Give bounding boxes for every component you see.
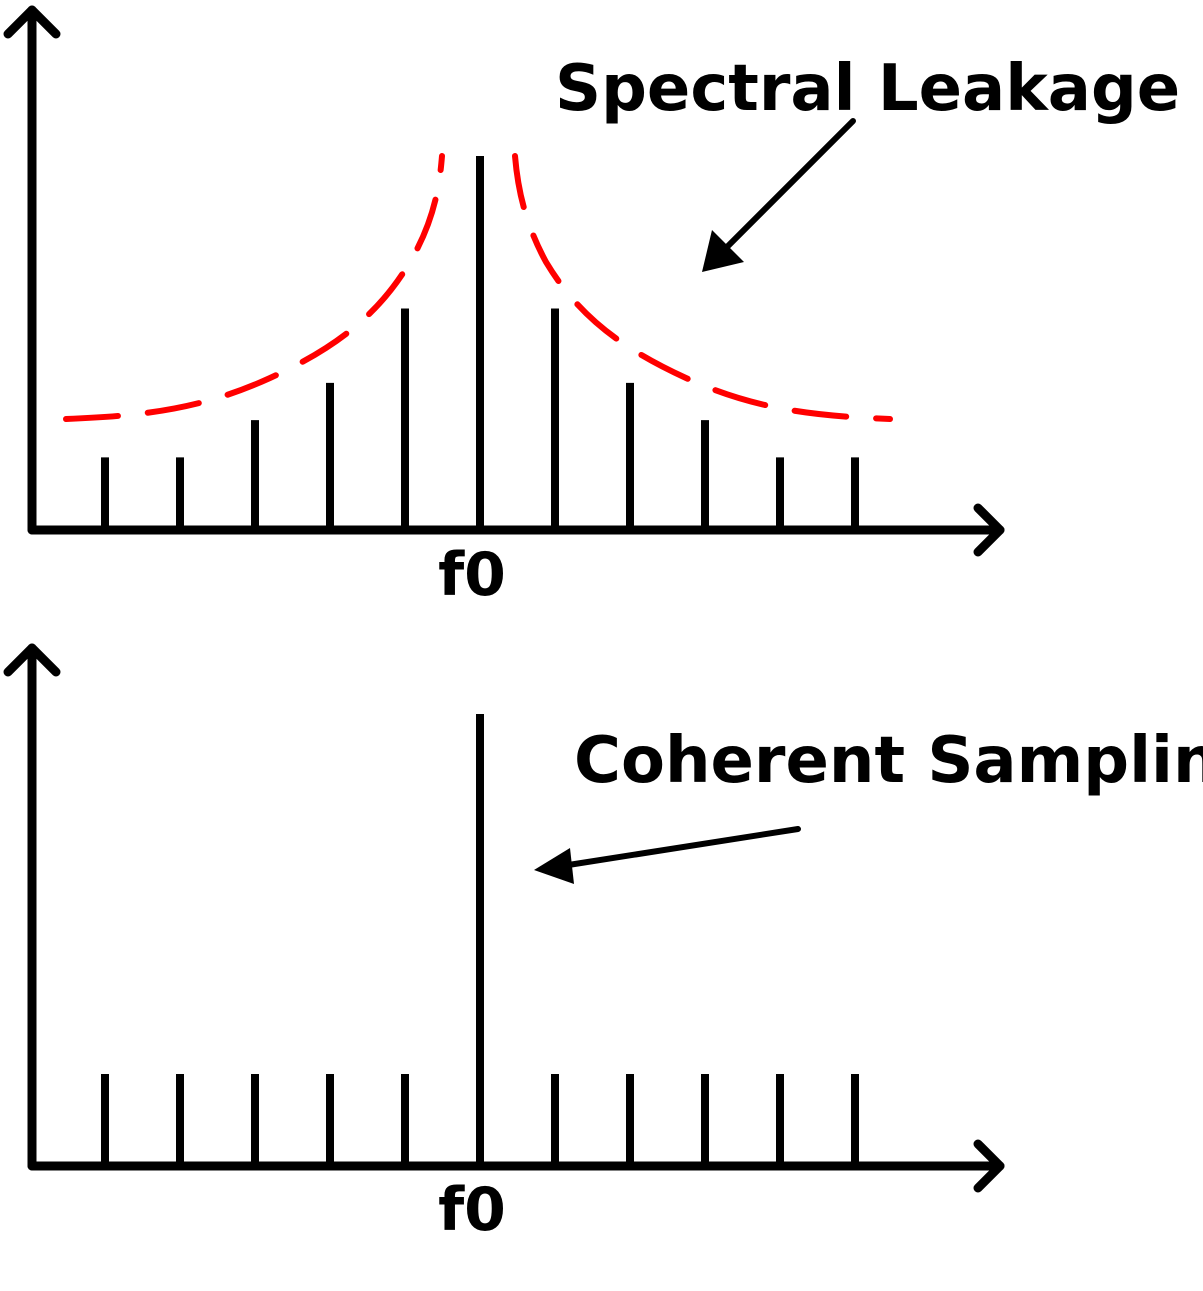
top-panel: Spectral Leakage f0 — [3, 5, 1180, 610]
top-x-axis-arrowhead — [973, 503, 1005, 557]
bottom-stems — [101, 714, 859, 1164]
top-stems — [101, 156, 859, 528]
top-annotation-pointer-head — [702, 230, 744, 272]
top-annotation-label: Spectral Leakage — [555, 52, 1180, 126]
bottom-annotation-pointer — [559, 826, 801, 869]
bottom-annotation-pointer-head — [534, 848, 574, 884]
bottom-x-axis-arrowhead — [973, 1139, 1005, 1193]
top-annotation-pointer — [719, 118, 856, 255]
top-y-axis-arrowhead — [3, 5, 61, 39]
bottom-panel: Coherent Sampling f0 — [3, 643, 1203, 1245]
bottom-f0-label: f0 — [438, 1175, 506, 1245]
top-leakage-envelope-right — [512, 153, 893, 422]
bottom-y-axis-arrowhead — [3, 643, 61, 677]
top-f0-label: f0 — [438, 540, 506, 610]
top-leakage-envelope-left — [63, 153, 445, 422]
bottom-annotation-label: Coherent Sampling — [574, 724, 1203, 798]
